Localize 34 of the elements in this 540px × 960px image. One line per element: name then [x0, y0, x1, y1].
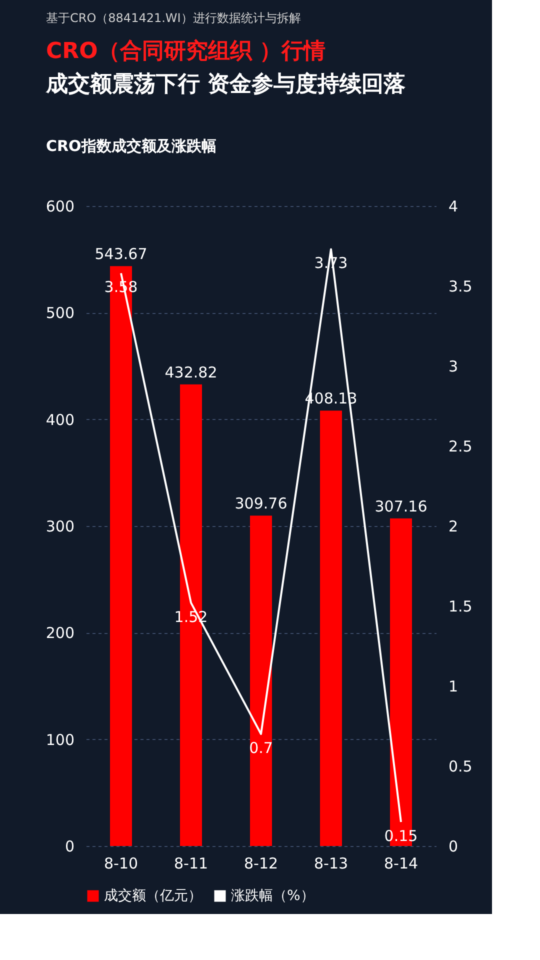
- data-label: 307.16: [374, 497, 428, 516]
- chart-subtitle: 成交额震荡下行 资金参与度持续回落: [45, 71, 406, 97]
- y-tick-label: 500: [46, 304, 74, 322]
- y2-tick-label: 3.5: [448, 278, 472, 296]
- y-tick-label: 100: [46, 730, 74, 749]
- x-tick-label: 8-14: [384, 854, 418, 872]
- y2-tick-label: 0: [448, 838, 458, 856]
- data-label: 309.76: [234, 494, 288, 513]
- text: 基于CRO（8841421.WI）进行数据统计与拆解: [46, 11, 301, 25]
- y2-tick-label: 0.5: [448, 758, 472, 776]
- y2-tick-label: 2.5: [448, 438, 472, 456]
- x-tick-label: 8-10: [104, 854, 138, 872]
- legend-label: 成交额（亿元）: [104, 888, 202, 904]
- y2-tick-label: 1: [448, 678, 458, 696]
- bar: [320, 410, 342, 846]
- y-tick-label: 400: [46, 410, 74, 429]
- data-label: 0.7: [249, 739, 273, 757]
- x-tick-label: 8-12: [244, 854, 278, 872]
- x-tick-label: 8-11: [174, 854, 208, 872]
- y-tick-label: 0: [64, 838, 74, 856]
- y-tick-label: 200: [46, 624, 74, 642]
- text: CRO指数成交额及涨跌幅: [46, 137, 216, 155]
- y-tick-label: 600: [46, 198, 74, 216]
- x-tick-label: 8-13: [314, 854, 348, 872]
- y-tick-label: 300: [46, 518, 74, 536]
- y2-tick-label: 4: [448, 198, 458, 216]
- y2-tick-label: 2: [448, 518, 458, 536]
- bar: [250, 516, 272, 846]
- y2-tick-label: 3: [448, 358, 458, 376]
- data-label: 543.67: [94, 245, 148, 264]
- data-label: 432.82: [164, 363, 218, 382]
- legend-label: 涨跌幅（%）: [231, 888, 314, 904]
- chart-title: CRO（合同研究组织 ）行情: [46, 38, 326, 64]
- y2-tick-label: 1.5: [448, 598, 472, 616]
